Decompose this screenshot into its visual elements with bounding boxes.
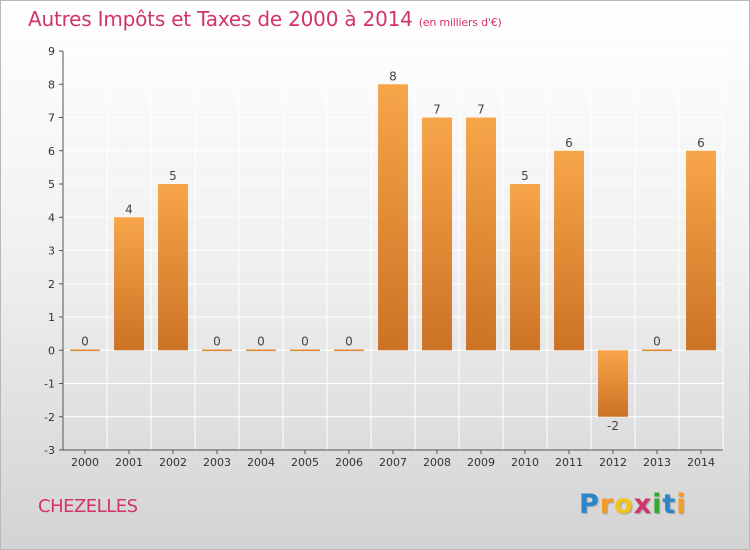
x-tick-label: 2014 [687,456,715,469]
y-tick-label: -2 [44,411,55,424]
chart-unit: (en milliers d'€) [418,16,502,29]
data-label: 0 [301,334,309,348]
bar [378,84,408,351]
data-label: 7 [477,103,485,117]
y-tick-label: 2 [48,278,55,291]
bar [642,349,672,352]
x-tick-label: 2005 [291,456,319,469]
x-tick-label: 2001 [115,456,143,469]
bar [466,117,496,351]
y-tick-label: 8 [48,78,55,91]
axes [59,50,723,454]
bar [422,117,452,351]
chart-title: Autres Impôts et Taxes de 2000 à 2014 (en… [28,7,502,31]
logo-letter: x [633,489,653,520]
y-tick-label: 5 [48,178,55,191]
logo-letter: r [599,489,615,520]
x-tick-label: 2007 [379,456,407,469]
x-tick-label: 2012 [599,456,627,469]
bar [686,150,716,351]
x-tick-label: 2004 [247,456,275,469]
bars [70,84,716,417]
x-tick-label: 2008 [423,456,451,469]
chart-title-text: Autres Impôts et Taxes de 2000 à 2014 [28,7,413,31]
logo-letter: t [662,489,677,520]
logo-letter: P [579,489,600,520]
x-tick-label: 2010 [511,456,539,469]
bar [114,217,144,351]
y-tick-label: 1 [48,311,55,324]
city-name: CHEZELLES [38,496,138,517]
data-label: 0 [81,334,89,348]
data-label: 7 [433,103,441,117]
logo-letter: o [614,489,634,520]
bar [290,349,320,352]
y-tick-label: 7 [48,112,55,125]
x-tick-label: 2013 [643,456,671,469]
logo-letter: i [652,489,663,520]
data-label: 6 [565,136,573,150]
x-tick-label: 2006 [335,456,363,469]
bar [334,349,364,352]
bar [202,349,232,352]
data-label: -2 [607,419,619,433]
x-tick-label: 2002 [159,456,187,469]
bar [598,350,628,417]
data-label: 0 [213,334,221,348]
bar [158,184,188,351]
x-tick-label: 2003 [203,456,231,469]
data-label: 5 [521,169,529,183]
y-tick-label: 0 [48,344,55,357]
bar [70,349,100,352]
logo-letter: i [676,489,687,520]
x-tick-label: 2009 [467,456,495,469]
bar [246,349,276,352]
data-label: 0 [653,334,661,348]
y-tick-label: 4 [48,211,55,224]
data-label: 8 [389,69,397,83]
data-label: 4 [125,202,133,216]
bar [554,150,584,351]
y-tick-label: -1 [44,378,55,391]
y-tick-label: 9 [48,45,55,58]
data-label: 0 [345,334,353,348]
y-tick-label: 3 [48,245,55,258]
y-tick-label: 6 [48,145,55,158]
data-label: 0 [257,334,265,348]
proxiti-logo[interactable]: Proxiti [579,489,687,520]
data-label: 6 [697,136,705,150]
y-tick-label: -3 [44,444,55,457]
labels: -3 -2 -1 0 1 2 3 4 5 6 7 8 9 2000 0 2001 4 2002 5 2003 0 2004… [44,45,715,469]
data-label: 5 [169,169,177,183]
x-tick-label: 2011 [555,456,583,469]
x-tick-label: 2000 [71,456,99,469]
bar [510,184,540,351]
